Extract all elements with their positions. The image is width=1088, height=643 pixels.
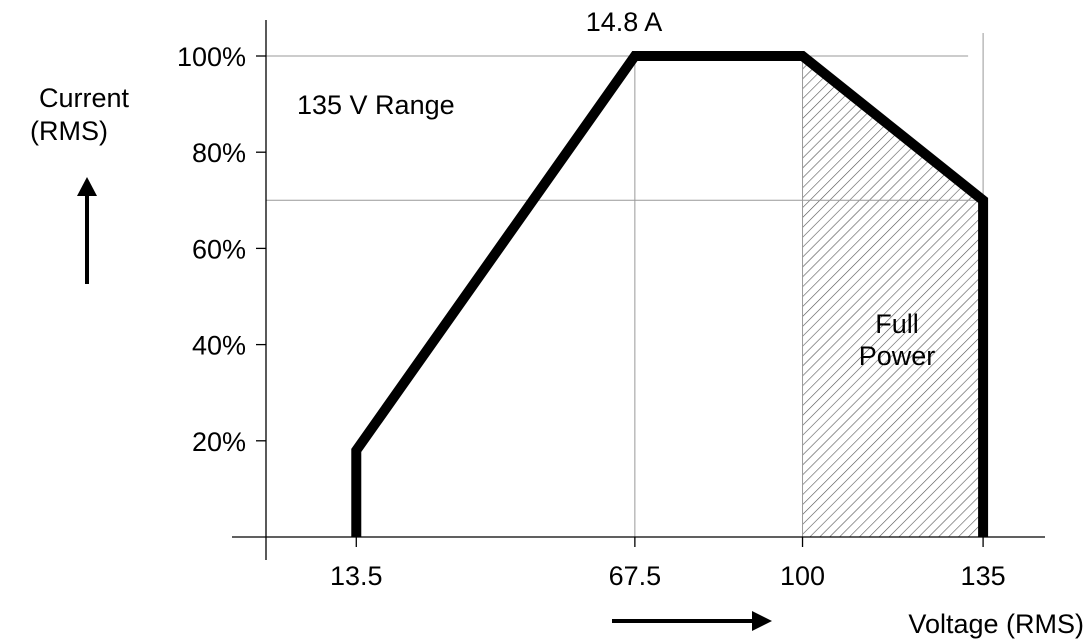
x-tick-label: 13.5	[330, 561, 383, 591]
x-axis-label: Voltage (RMS)	[908, 609, 1084, 639]
x-axis-arrow-head	[752, 611, 772, 631]
region-label-line1: Full	[875, 309, 919, 339]
y-tick-label: 20%	[192, 427, 246, 457]
y-axis-label-line1: Current	[39, 83, 130, 113]
y-tick-label: 40%	[192, 331, 246, 361]
annotation-top-current: 14.8 A	[586, 7, 663, 37]
y-axis-label-line2: (RMS)	[30, 116, 108, 146]
series-line	[351, 51, 989, 537]
x-tick-label: 67.5	[609, 561, 662, 591]
y-tick-label: 60%	[192, 234, 246, 264]
x-tick-label: 100	[780, 561, 825, 591]
y-tick-label: 80%	[192, 138, 246, 168]
y-axis-arrow-head	[77, 177, 97, 196]
full-power-region	[802, 56, 984, 537]
range-label: 135 V Range	[297, 90, 455, 120]
x-tick-label: 135	[961, 561, 1006, 591]
y-tick-label: 100%	[177, 42, 246, 72]
region-label-line2: Power	[859, 341, 936, 371]
